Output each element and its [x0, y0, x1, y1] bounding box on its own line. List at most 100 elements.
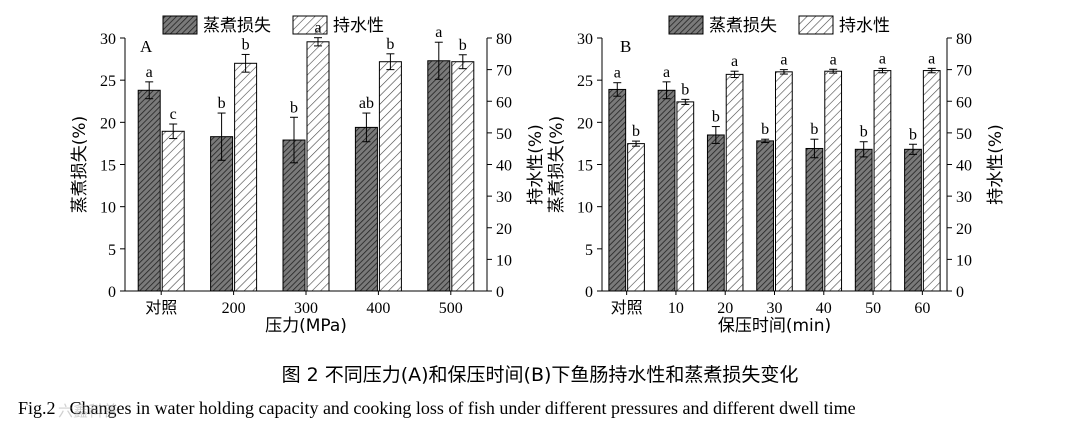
significance-label: a	[830, 51, 837, 68]
x-tick-label: 30	[767, 300, 783, 317]
significance-label: b	[681, 81, 689, 98]
bar	[873, 70, 892, 292]
bar	[306, 41, 330, 292]
bar	[451, 61, 475, 292]
right-tick-label: 60	[956, 94, 972, 111]
bar	[854, 148, 873, 292]
x-tick-label: 60	[914, 300, 930, 317]
x-tick-label: 对照	[145, 298, 177, 317]
significance-label: b	[712, 109, 720, 126]
left-tick-label: 30	[577, 31, 593, 48]
bar	[608, 88, 627, 292]
bar	[824, 70, 843, 292]
bar	[378, 61, 402, 292]
significance-label: b	[909, 126, 917, 143]
right-tick-label: 60	[496, 94, 512, 111]
left-tick-label: 25	[100, 73, 116, 90]
left-tick-label: 10	[577, 200, 593, 217]
right-tick-label: 20	[496, 221, 512, 238]
legend-swatch	[162, 15, 198, 35]
left-axis-title: 蒸煮损失(%)	[70, 116, 90, 213]
left-tick-label: 30	[100, 31, 116, 48]
legend-label: 蒸煮损失	[203, 16, 271, 36]
figure-caption-text: Changes in water holding capacity and co…	[69, 398, 856, 418]
significance-label: a	[731, 53, 738, 70]
right-axis-title: 持水性(%)	[526, 124, 546, 204]
figure-caption-chinese: 图 2 不同压力(A)和保压时间(B)下鱼肠持水性和蒸煮损失变化	[281, 364, 799, 386]
right-tick-label: 20	[956, 221, 972, 238]
legend-label: 持水性	[839, 16, 890, 36]
right-tick-label: 40	[956, 158, 972, 175]
left-tick-label: 20	[577, 115, 593, 132]
bar	[234, 62, 258, 292]
bar	[657, 89, 676, 292]
left-tick-label: 25	[577, 73, 593, 90]
x-tick-label: 50	[865, 300, 881, 317]
left-tick-label: 15	[100, 158, 116, 175]
right-tick-label: 80	[496, 31, 512, 48]
significance-label: a	[614, 65, 621, 82]
left-tick-label: 20	[100, 115, 116, 132]
right-tick-label: 50	[496, 126, 512, 143]
x-axis-title: 压力(MPa)	[265, 316, 347, 336]
right-axis-title: 持水性(%)	[986, 124, 1006, 204]
bar	[161, 130, 185, 292]
x-tick-label: 400	[366, 300, 390, 317]
left-tick-label: 0	[108, 284, 116, 301]
significance-label: b	[459, 37, 467, 54]
significance-label: a	[879, 50, 886, 67]
right-tick-label: 50	[956, 126, 972, 143]
right-tick-label: 40	[496, 158, 512, 175]
legend-label: 蒸煮损失	[709, 16, 777, 36]
significance-label: b	[810, 121, 818, 138]
bar	[904, 148, 922, 292]
left-tick-label: 5	[108, 242, 116, 259]
right-tick-label: 80	[956, 31, 972, 48]
significance-label: b	[761, 121, 769, 138]
right-tick-label: 30	[956, 189, 972, 206]
right-tick-label: 10	[956, 252, 972, 269]
legend-swatch	[798, 15, 834, 35]
legend-swatch	[292, 15, 328, 35]
x-axis-title: 保压时间(min)	[718, 316, 831, 336]
significance-label: b	[290, 99, 298, 116]
figure-caption-english: Fig.2 Changes in water holding capacity a…	[18, 398, 870, 419]
right-tick-label: 10	[496, 252, 512, 269]
significance-label: a	[663, 64, 670, 81]
left-axis-title: 蒸煮损失(%)	[547, 116, 567, 213]
significance-label: b	[218, 95, 226, 112]
bar	[706, 134, 725, 292]
bar	[756, 140, 775, 292]
right-tick-label: 30	[496, 189, 512, 206]
bar	[427, 60, 451, 292]
left-tick-label: 0	[585, 284, 593, 301]
significance-label: a	[146, 64, 153, 81]
legend-label: 持水性	[333, 16, 384, 36]
bar	[137, 89, 161, 292]
bar	[676, 101, 695, 292]
left-tick-label: 10	[100, 200, 116, 217]
x-tick-label: 200	[222, 300, 246, 317]
significance-label: ab	[359, 95, 374, 112]
bar	[775, 71, 793, 292]
bar	[354, 126, 378, 292]
x-tick-label: 20	[717, 300, 733, 317]
x-tick-label: 10	[668, 300, 684, 317]
x-tick-label: 40	[816, 300, 832, 317]
left-tick-label: 5	[585, 242, 593, 259]
right-tick-label: 0	[956, 284, 964, 301]
x-tick-label: 对照	[611, 298, 643, 317]
x-tick-label: 500	[439, 300, 463, 317]
right-tick-label: 70	[956, 63, 972, 80]
right-tick-label: 70	[496, 63, 512, 80]
significance-label: a	[314, 20, 321, 37]
significance-label: c	[170, 106, 177, 123]
bar	[725, 73, 744, 292]
significance-label: b	[632, 123, 640, 140]
significance-label: b	[386, 36, 394, 53]
left-tick-label: 15	[577, 158, 593, 175]
significance-label: b	[860, 124, 868, 141]
panel-label: A	[140, 37, 153, 56]
